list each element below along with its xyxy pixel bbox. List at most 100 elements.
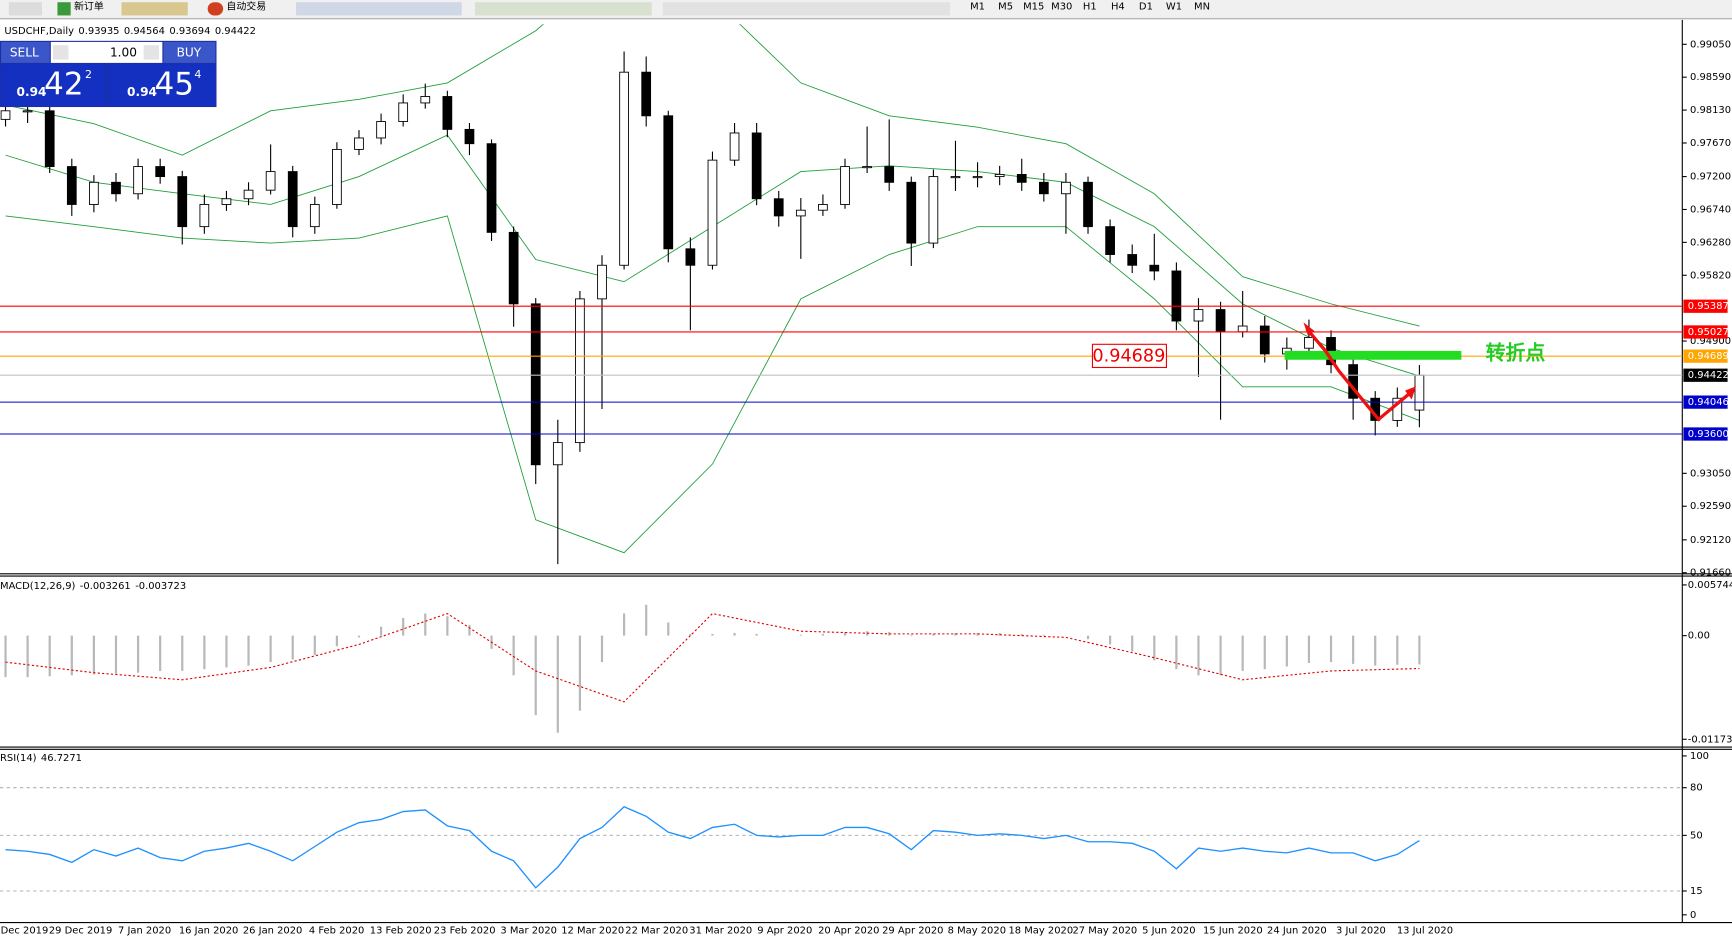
new-order[interactable]: 新订单 [74,0,104,13]
candle-body [221,198,232,205]
lot-down[interactable] [53,45,69,60]
y-tick-label: 0.91660 [1690,568,1731,579]
x-tick-label: 19 Dec 2019 [0,925,48,936]
close-value: 0.94422 [215,26,256,37]
timeframe[interactable]: M1 [970,2,985,13]
lot-value[interactable]: 1.00 [110,45,137,59]
y-tick-label: 0.97200 [1690,172,1731,183]
lot-up[interactable] [143,45,160,60]
candle-body [133,166,143,195]
trade-panel: SELL 1.00 BUY 0.94 42 2 0.94 45 4 [0,40,217,108]
sell-small[interactable]: 2 [85,68,92,81]
auto-trading-icon[interactable] [207,2,224,16]
timeframe[interactable]: H1 [1083,2,1097,13]
current-price-box [1683,368,1728,382]
x-tick-label: 29 Apr 2020 [882,925,943,936]
y-tick-label: 0.93050 [1690,468,1731,479]
level-box [1683,325,1728,339]
candle-body [619,71,629,266]
x-tick-label: 29 Dec 2019 [49,925,112,936]
candle-body [818,204,828,211]
candle-body [1083,181,1093,228]
candle-body [89,181,99,205]
timeframe[interactable]: M5 [998,2,1013,13]
timeframe[interactable]: MN [1194,2,1210,13]
macd-title: MACD(12,26,9) [0,581,76,592]
lot-input[interactable] [50,41,163,63]
candle-body [1038,181,1049,195]
y-tick-label: 50 [1690,830,1703,841]
turning-bar [1284,350,1462,360]
buy-label[interactable]: BUY [177,45,202,59]
buy-big[interactable]: 45 [155,67,194,103]
open-value: 0.93935 [78,26,119,37]
rsi-header: RSI(14) 46.7271 [0,753,82,764]
annotation-box [1091,343,1168,369]
annotation-price: 0.94689 [1092,346,1165,366]
buy-price-box[interactable] [108,64,216,106]
candle-body [442,96,453,130]
x-tick-label: 24 Jun 2020 [1267,925,1327,936]
candle-body [685,248,696,266]
y-tick-label: 0.97670 [1690,138,1731,149]
toolbar-icon[interactable] [121,2,188,16]
candle-body [729,132,740,161]
y-tick-label: 0.98130 [1690,105,1731,116]
timeframe[interactable]: W1 [1166,2,1182,13]
turning-arrow [1305,327,1413,422]
level-label: 0.93600 [1688,429,1729,440]
toolbar-icons[interactable] [296,2,462,16]
candle-body [795,209,806,217]
x-tick-label: 13 Jul 2020 [1397,925,1453,936]
sell-big[interactable]: 42 [44,67,83,103]
x-tick-label: 22 Mar 2020 [625,925,688,936]
high-value: 0.94564 [124,26,165,37]
toolbar-icons[interactable] [474,2,652,16]
timeframe[interactable]: D1 [1139,2,1153,13]
rsi-plot [0,787,1683,892]
sell-label[interactable]: SELL [10,45,39,59]
y-tick-label: 0.00 [1688,631,1710,642]
y-tick-label: 0.005744 [1688,580,1732,591]
x-tick-label: 18 May 2020 [1008,925,1073,936]
candle-body [994,173,1005,178]
y-tick-label: 80 [1690,783,1703,794]
buy-small[interactable]: 4 [194,68,201,81]
buy-prefix[interactable]: 0.94 [127,85,157,99]
new-order-icon[interactable] [57,2,71,16]
toolbar-icons[interactable] [662,2,950,16]
toolbar-icon[interactable] [8,2,42,16]
bollinger-lower [5,215,1420,554]
candle-body [309,204,320,228]
candle-body [773,198,784,217]
candle-body [751,132,762,200]
candle-body [398,102,409,122]
candle-body [840,166,850,205]
auto-trading[interactable]: 自动交易 [226,0,266,13]
timeframes: M1 M5 M15 M30 H1 H4 D1 W1 MN [970,2,1210,13]
y-tick-label: 0.99050 [1690,39,1731,50]
candle-body [1259,325,1270,355]
candle-body [44,110,55,168]
timeframe[interactable]: H4 [1111,2,1125,13]
candle-body [486,143,497,233]
candle-body [111,181,121,195]
candle-body [243,189,254,200]
candle-body [376,121,386,139]
sell-prefix[interactable]: 0.94 [17,85,47,99]
x-tick-label: 12 Mar 2020 [561,925,624,936]
timeframe[interactable]: M30 [1051,2,1072,13]
timeframe[interactable]: M15 [1023,2,1044,13]
candle-body [1149,264,1160,272]
sell-button[interactable] [1,41,50,63]
chart-header: USDCHF,Daily 0.93935 0.94564 0.93694 0.94422 [4,26,255,37]
y-tick-label: 0.92120 [1690,535,1731,546]
macd-plot [4,604,1421,733]
sell-price-box[interactable] [1,64,107,106]
level-label: 0.94046 [1688,397,1729,408]
current-price-label: 0.94422 [1688,370,1729,381]
signal-line [5,612,1420,703]
x-tick-label: 4 Feb 2020 [309,925,364,936]
buy-button[interactable] [163,41,216,63]
